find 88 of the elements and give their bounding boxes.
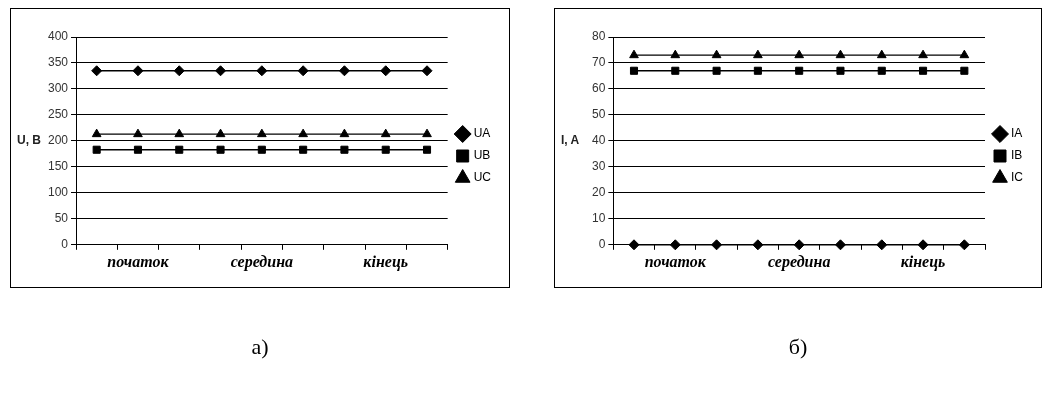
point: [629, 49, 639, 59]
point: [174, 128, 185, 138]
legend-label: IA: [1011, 126, 1023, 141]
point: [380, 65, 392, 77]
point: [836, 66, 845, 75]
y-tick-label: 150: [47, 159, 69, 174]
point: [671, 66, 680, 75]
point: [380, 128, 391, 138]
point: [752, 239, 764, 251]
point: [919, 66, 928, 75]
x-tick-label: початок: [644, 252, 707, 270]
point: [917, 239, 929, 251]
text: б): [788, 334, 808, 360]
y-tick-label: 300: [47, 81, 69, 96]
x-tick-label: середина: [767, 252, 831, 271]
point: [340, 145, 349, 154]
point: [877, 66, 886, 75]
point: [959, 49, 970, 59]
point: [133, 128, 143, 138]
point: [299, 145, 308, 154]
point: [133, 145, 142, 154]
point: [712, 66, 721, 75]
point: [753, 49, 763, 59]
y-tick-label: 50: [591, 107, 606, 122]
y-tick-label: 50: [54, 211, 69, 226]
x-tick-label: середина: [230, 252, 294, 271]
point: [256, 65, 268, 77]
y-tick-label: 70: [591, 55, 606, 70]
y-tick-label: 250: [47, 107, 69, 122]
y-tick-label: 100: [47, 185, 69, 200]
point: [257, 145, 266, 154]
point: [173, 65, 185, 77]
legend-label: IC: [1011, 170, 1024, 185]
legend-label: UA: [473, 126, 491, 141]
legend-label: UB: [473, 148, 491, 163]
y-tick-label: 400: [47, 29, 69, 44]
point: [793, 239, 805, 251]
point: [92, 145, 101, 154]
point: [91, 128, 102, 138]
point: [629, 66, 639, 75]
point: [711, 239, 723, 251]
point: [132, 65, 144, 77]
point: [876, 49, 887, 59]
point: [339, 128, 350, 138]
y-tick-label: 40: [591, 133, 606, 148]
y-tick-label: 20: [591, 185, 606, 200]
point: [876, 239, 888, 251]
point: [670, 49, 681, 59]
point: [918, 49, 928, 59]
y-tick-label: 60: [591, 81, 606, 96]
y-tick-label: 0: [598, 237, 606, 252]
y-tick-label: 0: [61, 237, 69, 252]
point: [215, 128, 226, 138]
x-tick-label: кінець: [900, 252, 946, 271]
y-tick-label: 30: [591, 159, 606, 174]
point: [257, 128, 267, 138]
point: [795, 66, 804, 75]
point: [835, 49, 846, 59]
point: [794, 49, 804, 59]
legend-label: UC: [473, 170, 492, 185]
point: [421, 65, 433, 77]
point: [422, 128, 432, 138]
point: [711, 49, 722, 59]
point: [960, 66, 969, 75]
point: [834, 239, 846, 251]
point: [628, 239, 640, 251]
y-tick-label: 200: [47, 133, 69, 148]
point: [297, 65, 309, 77]
point: [298, 128, 308, 138]
x-tick-label: початок: [107, 252, 170, 270]
point: [91, 65, 103, 77]
y-tick-label: 80: [591, 29, 606, 44]
legend-label: IB: [1011, 148, 1023, 163]
y-tick-label: 350: [47, 55, 69, 70]
x-tick-label: кінець: [363, 252, 409, 271]
y-axis-title: U, B: [17, 133, 42, 148]
point: [338, 65, 350, 77]
point: [381, 145, 390, 154]
point: [215, 65, 227, 77]
point: [669, 239, 681, 251]
y-tick-label: 10: [591, 211, 606, 226]
point: [175, 145, 184, 154]
point: [422, 145, 432, 154]
text: а): [251, 334, 269, 360]
point: [753, 66, 762, 75]
point: [958, 239, 970, 251]
point: [216, 145, 225, 154]
y-axis-title: I, A: [561, 133, 580, 148]
